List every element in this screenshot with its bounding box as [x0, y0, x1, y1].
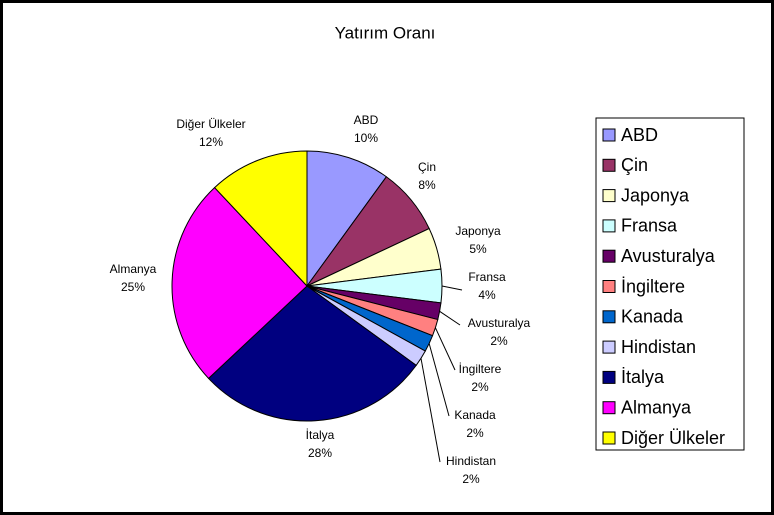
data-label-name: İtalya	[306, 428, 335, 442]
data-label-name: Çin	[418, 160, 436, 174]
legend-label: Avusturalya	[621, 246, 716, 266]
pie-slice	[306, 150, 388, 288]
legend-box	[595, 117, 745, 451]
legend-label: Diğer Ülkeler	[621, 428, 725, 448]
pie-slice	[213, 150, 308, 288]
legend-swatch	[602, 370, 616, 384]
data-label-name: ABD	[354, 113, 379, 127]
data-label-value: 4%	[478, 288, 496, 302]
legend-label: ABD	[621, 125, 658, 145]
legend-swatch	[602, 249, 616, 263]
legend-swatch	[602, 310, 616, 324]
legend-label: Fransa	[621, 216, 678, 236]
legend-label: İngiltere	[621, 276, 685, 296]
data-label-value: 12%	[199, 135, 223, 149]
data-label-name: Fransa	[468, 270, 506, 284]
data-label-name: Kanada	[454, 408, 496, 422]
legend-swatch	[602, 340, 616, 354]
pie-slice	[207, 285, 417, 422]
legend-swatch	[602, 219, 616, 233]
data-label-name: İngiltere	[459, 362, 502, 376]
data-label-value: 25%	[121, 280, 145, 294]
leader-line	[441, 285, 463, 291]
data-label-value: 8%	[418, 178, 436, 192]
leader-line	[434, 327, 456, 371]
legend-swatch	[602, 189, 616, 203]
legend-swatch	[602, 128, 616, 142]
data-label-value: 10%	[354, 131, 378, 145]
legend-swatch	[602, 280, 616, 293]
data-label-value: 28%	[308, 446, 332, 460]
data-label-name: Diğer Ülkeler	[176, 117, 245, 131]
data-label-value: 2%	[490, 334, 508, 348]
legend-label: Kanada	[621, 307, 684, 327]
data-label-name: Japonya	[455, 224, 501, 238]
data-label-name: Avusturalya	[468, 316, 531, 330]
data-label-value: 2%	[466, 426, 484, 440]
legend-label: İtalya	[621, 367, 665, 387]
chart-title: Yatırım Oranı	[335, 23, 436, 42]
data-label-value: 2%	[471, 380, 489, 394]
pie-slice	[171, 186, 308, 380]
legend-swatch	[602, 158, 616, 172]
data-label-name: Hindistan	[446, 454, 496, 468]
leader-line	[428, 343, 450, 417]
leader-line	[420, 358, 441, 463]
legend-label: Çin	[621, 155, 648, 175]
data-label-value: 5%	[469, 242, 487, 256]
data-label-value: 2%	[462, 472, 480, 486]
legend-swatch	[602, 431, 616, 445]
leader-line	[439, 310, 461, 326]
legend-swatch	[602, 401, 616, 415]
legend-label: Japonya	[621, 185, 690, 205]
legend-label: Almanya	[621, 397, 692, 417]
data-label-name: Almanya	[110, 262, 157, 276]
legend-label: Hindistan	[621, 337, 696, 357]
